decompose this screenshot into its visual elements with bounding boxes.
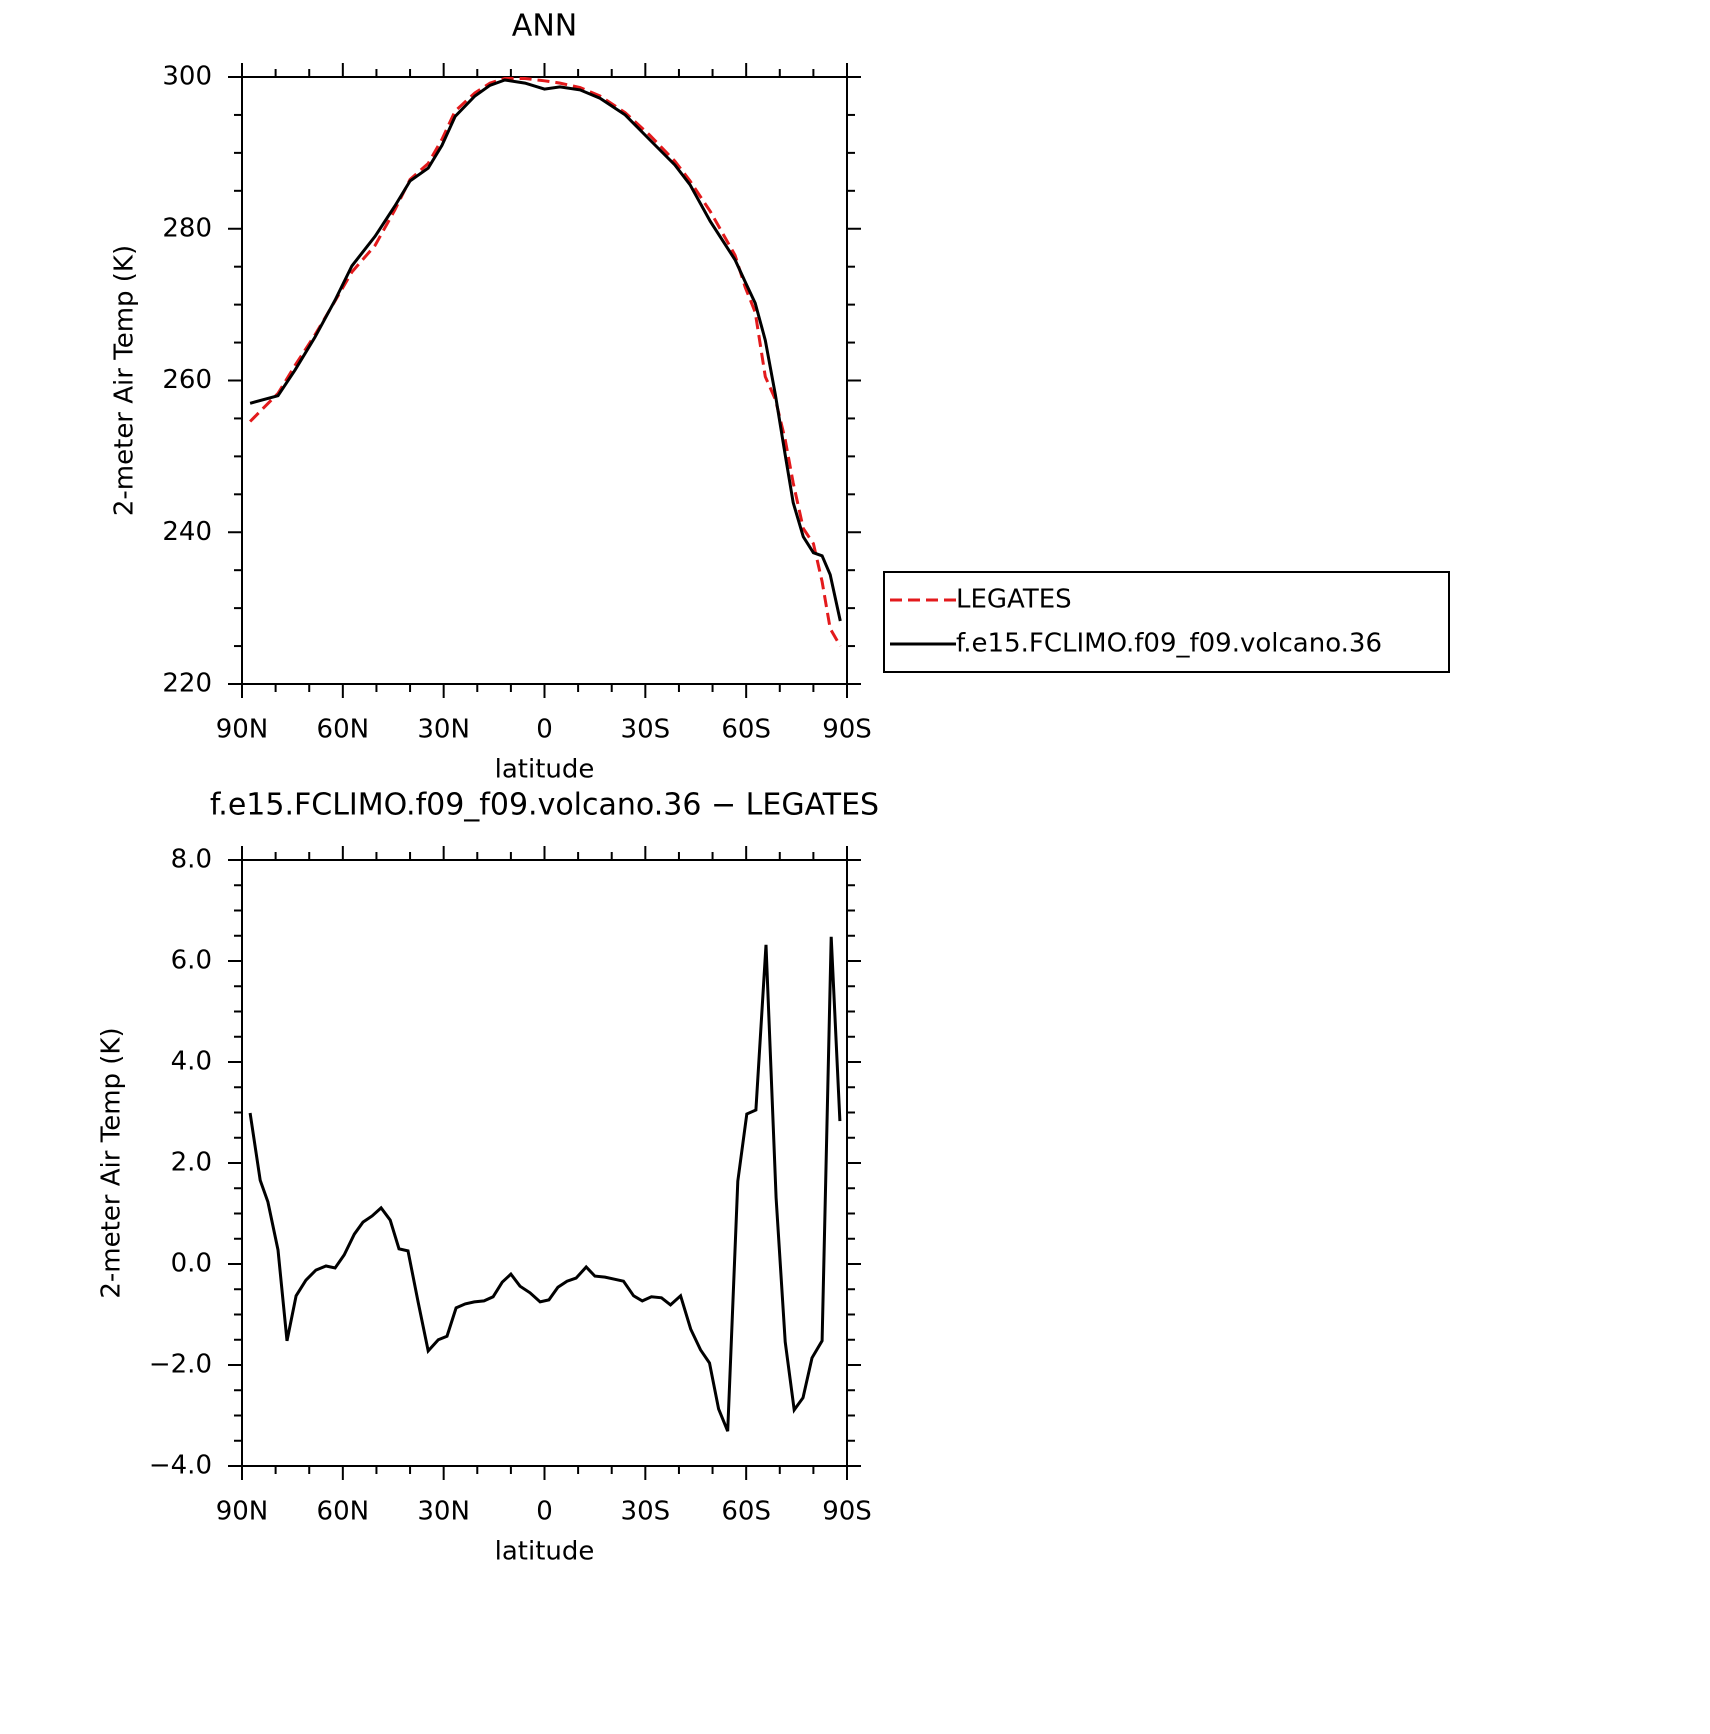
legend-label: LEGATES [956,585,1072,615]
y-tick-label: 220 [162,669,212,699]
x-tick-label: 30S [621,715,671,745]
x-tick-label: 90N [216,715,269,745]
y-tick-label: 280 [162,213,212,243]
x-tick-label: 90S [822,715,872,745]
y-tick-label: 300 [162,62,212,92]
y-tick-label: −4.0 [149,1451,212,1481]
x-tick-label: 30N [417,1497,470,1527]
x-tick-label: 30N [417,715,470,745]
x-tick-label: 60N [317,1497,370,1527]
plot-frame [241,76,848,685]
x-axis-label: latitude [495,755,595,785]
y-tick-label: −2.0 [149,1350,212,1380]
x-tick-label: 30S [621,1497,671,1527]
y-tick-label: 6.0 [171,946,212,976]
data-line [248,936,842,1432]
plot-frame [241,859,848,1467]
x-tick-label: 90N [216,1497,269,1527]
y-axis-label: 2-meter Air Temp (K) [110,245,140,516]
legend-box [883,571,1450,673]
y-tick-label: 260 [162,365,212,395]
y-tick-label: 2.0 [171,1148,212,1178]
data-line [249,77,842,647]
chart-title: ANN [512,9,577,44]
x-tick-label: 90S [822,1497,872,1527]
x-tick-label: 60S [721,715,771,745]
x-axis-label: latitude [495,1537,595,1567]
x-tick-label: 60N [317,715,370,745]
x-tick-label: 60S [721,1497,771,1527]
x-tick-label: 0 [536,715,553,745]
chart-title: f.e15.FCLIMO.f09_f09.volcano.36 − LEGATE… [210,788,879,823]
y-axis-label: 2-meter Air Temp (K) [97,1027,127,1298]
y-tick-label: 8.0 [171,845,212,875]
y-tick-label: 240 [162,517,212,547]
y-tick-label: 4.0 [171,1047,212,1077]
legend-label: f.e15.FCLIMO.f09_f09.volcano.36 [956,629,1382,659]
data-line [249,78,842,622]
x-tick-label: 0 [536,1497,553,1527]
y-tick-label: 0.0 [171,1249,212,1279]
